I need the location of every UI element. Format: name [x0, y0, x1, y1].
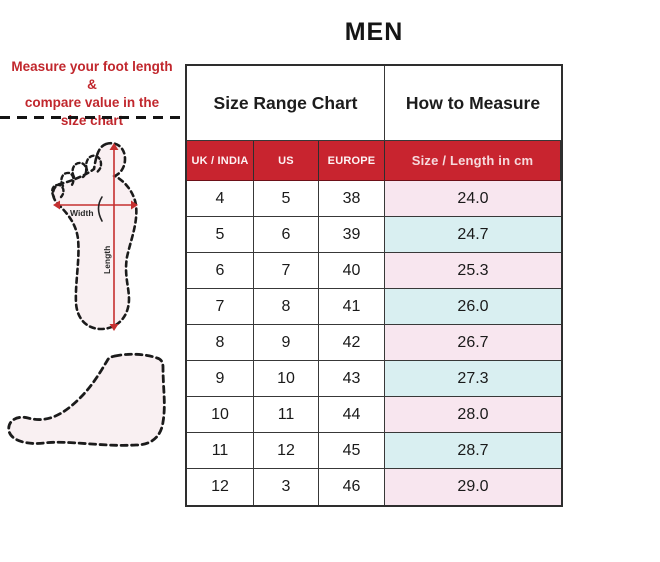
cell-us: 7	[254, 253, 319, 289]
cell-cm: 26.0	[385, 289, 561, 325]
table-row: 11 12 45 28.7	[187, 433, 561, 469]
cell-eu: 40	[319, 253, 385, 289]
cell-eu: 45	[319, 433, 385, 469]
cell-cm: 27.3	[385, 361, 561, 397]
length-label: Length	[102, 246, 112, 274]
table-row: 10 11 44 28.0	[187, 397, 561, 433]
cell-cm: 24.0	[385, 181, 561, 217]
cell-eu: 39	[319, 217, 385, 253]
instruction-line-2: compare value in the	[24, 95, 160, 110]
cell-us: 8	[254, 289, 319, 325]
cell-us: 5	[254, 181, 319, 217]
cell-uk: 4	[187, 181, 254, 217]
cell-us: 3	[254, 469, 319, 505]
cell-us: 12	[254, 433, 319, 469]
instruction-line-1: Measure your foot length &	[11, 59, 173, 92]
width-label: Width	[70, 208, 94, 218]
cell-cm: 24.7	[385, 217, 561, 253]
cell-eu: 42	[319, 325, 385, 361]
cell-eu: 38	[319, 181, 385, 217]
table-row: 4 5 38 24.0	[187, 181, 561, 217]
cell-us: 11	[254, 397, 319, 433]
cell-uk: 9	[187, 361, 254, 397]
cell-us: 9	[254, 325, 319, 361]
group-header-how-to-measure: How to Measure	[385, 66, 561, 141]
cell-uk: 5	[187, 217, 254, 253]
instruction-line-3: size chart	[60, 113, 124, 128]
page-title: MEN	[344, 18, 404, 46]
cell-uk: 7	[187, 289, 254, 325]
column-header-europe: EUROPE	[319, 141, 385, 181]
cell-cm: 29.0	[385, 469, 561, 505]
cell-uk: 10	[187, 397, 254, 433]
cell-uk: 12	[187, 469, 254, 505]
table-row: 6 7 40 25.3	[187, 253, 561, 289]
cell-uk: 6	[187, 253, 254, 289]
cell-uk: 8	[187, 325, 254, 361]
cell-us: 10	[254, 361, 319, 397]
table-rows: 4 5 38 24.0 5 6 39 24.7 6 7 40 25.3 7 8 …	[187, 181, 561, 505]
cell-eu: 43	[319, 361, 385, 397]
foot-side-view-icon	[7, 352, 166, 447]
cell-uk: 11	[187, 433, 254, 469]
cell-eu: 41	[319, 289, 385, 325]
table-column-header-row: UK / INDIA US EUROPE Size / Length in cm	[187, 141, 561, 181]
dashed-divider-line	[0, 116, 186, 119]
table-group-header: Size Range Chart How to Measure	[187, 66, 561, 141]
cell-cm: 28.0	[385, 397, 561, 433]
length-arrow	[109, 143, 119, 331]
cell-cm: 25.3	[385, 253, 561, 289]
size-chart-table: Size Range Chart How to Measure UK / IND…	[185, 64, 563, 507]
cell-cm: 26.7	[385, 325, 561, 361]
cell-eu: 46	[319, 469, 385, 505]
table-row: 7 8 41 26.0	[187, 289, 561, 325]
table-row: 8 9 42 26.7	[187, 325, 561, 361]
cell-us: 6	[254, 217, 319, 253]
table-row: 5 6 39 24.7	[187, 217, 561, 253]
width-arrow	[53, 200, 138, 210]
measure-instruction-text: Measure your foot length & compare value…	[6, 58, 178, 130]
cell-eu: 44	[319, 397, 385, 433]
group-header-size-range: Size Range Chart	[187, 66, 385, 141]
cell-cm: 28.7	[385, 433, 561, 469]
table-row: 12 3 46 29.0	[187, 469, 561, 505]
foot-top-view-icon: Width Length	[51, 141, 138, 331]
column-header-size-length: Size / Length in cm	[385, 141, 561, 181]
column-header-uk-india: UK / INDIA	[187, 141, 254, 181]
table-row: 9 10 43 27.3	[187, 361, 561, 397]
column-header-us: US	[254, 141, 319, 181]
